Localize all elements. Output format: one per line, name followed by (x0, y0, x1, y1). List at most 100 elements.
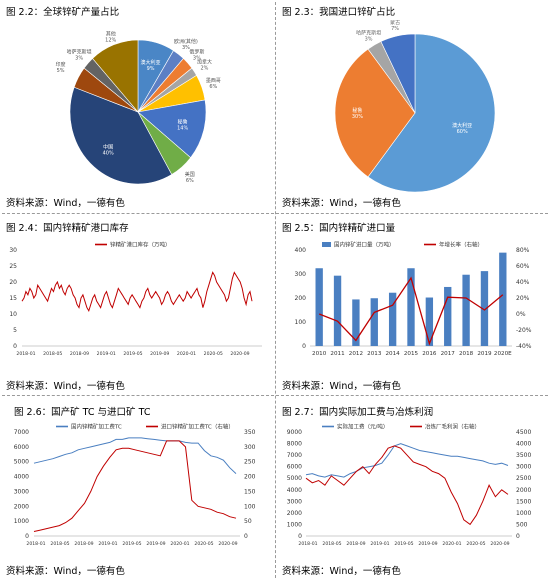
x-tick-label: 2018-01 (298, 541, 317, 547)
y2-tick-label: 250 (244, 459, 256, 466)
x-tick-label: 2019-05 (123, 351, 142, 357)
x-tick-label: 2020-01 (442, 541, 461, 547)
y-tick-label: 100 (295, 319, 307, 326)
pie-slice (334, 48, 416, 178)
slice-value: 14% (177, 126, 188, 132)
y2-tick-label: 40% (516, 279, 530, 286)
y-tick-label: 10 (9, 311, 17, 318)
slice-label: 哈萨克斯坦 (356, 29, 381, 36)
x-tick-label: 2016 (422, 351, 437, 357)
slice-value: 30% (352, 114, 363, 120)
line-chart: 0 5 10 15 20 25 30 锌精矿港口库存（万吨） 2018-01 2018-05 201… (9, 241, 262, 357)
y2-tick-label: 1500 (516, 498, 531, 505)
legend-label: 国内锌精矿加工费TC (71, 423, 122, 431)
y-tick-label: 0 (13, 343, 17, 350)
x-tick-label: 2010 (312, 351, 327, 357)
y2-tick-label: 4500 (516, 429, 531, 436)
y-tick-label: 9000 (287, 429, 302, 436)
slice-value: 3% (193, 55, 201, 61)
slice-label: 蒙古 (390, 20, 400, 26)
slice-value: 3% (75, 55, 83, 61)
legend-label: 国内锌矿进口量（万吨） (334, 241, 395, 249)
panel-title: 图 2.3：我国进口锌矿占比 (282, 7, 396, 18)
slice-value: 6% (209, 84, 217, 90)
y2-tick-label: 80% (516, 247, 530, 254)
panel-tc-comparison: 图 2.6：国产矿 TC 与进口矿 TC 0 1000 2000 3000 4000 50… (0, 396, 275, 580)
slice-value: 60% (457, 129, 468, 135)
x-tick-label: 2018 (459, 351, 474, 357)
panel-import-volume: 图 2.5：国内锌精矿进口量 0 100 200 300 400 -40% -20% 0% 20… (276, 214, 550, 395)
y-tick-label: 6000 (14, 444, 29, 451)
bar (388, 292, 397, 346)
slice-value: 12% (105, 38, 116, 44)
y2-tick-label: 2000 (516, 487, 531, 494)
slice-label: 秘鲁 (178, 119, 188, 126)
bar (370, 298, 378, 346)
y2-tick-label: 0 (516, 533, 520, 540)
y-tick-label: 0 (25, 533, 29, 540)
y-tick-label: 3000 (287, 498, 302, 505)
y-tick-label: 20 (9, 279, 17, 286)
x-tick-label: 2019 (477, 351, 492, 357)
growth-line (318, 276, 504, 346)
x-tick-label: 2011 (330, 351, 345, 357)
x-tick-label: 2020-05 (466, 541, 485, 547)
y2-tick-label: 350 (244, 429, 256, 436)
series-line (21, 271, 253, 313)
y2-tick-label: 60% (516, 263, 530, 270)
pie-chart: 澳大利亚9%欧洲(其他)3%俄罗斯3%加拿大2%墨西哥6%秘鲁14%美国6%中国… (56, 31, 221, 185)
bar (444, 286, 452, 346)
y-tick-label: 0 (302, 343, 306, 350)
y2-tick-label: -20% (516, 327, 532, 334)
x-tick-label: 2020-01 (170, 541, 189, 547)
y2-tick-label: 20% (516, 295, 530, 302)
y-tick-label: 6000 (287, 464, 302, 471)
y-tick-label: 2000 (14, 503, 29, 510)
slice-label: 哈萨克斯坦 (67, 48, 92, 55)
legend-label: 冶炼厂毛利润（右轴） (425, 423, 480, 431)
x-tick-label: 2020-09 (218, 541, 237, 547)
x-tick-label: 2020-09 (230, 351, 249, 357)
panel-china-import-share: 图 2.3：我国进口锌矿占比 澳大利亚 60% 秘鲁 30% 哈萨克斯坦 3% 蒙古 7% 资… (276, 0, 550, 213)
x-tick-label: 2020-05 (204, 351, 223, 357)
panel-source: 资料来源：Wind，一德有色 (6, 198, 125, 209)
panel-title: 图 2.4：国内锌精矿港口库存 (6, 223, 129, 234)
y-tick-label: 200 (295, 295, 307, 302)
bar (352, 299, 360, 346)
slice-label: 印度 (56, 61, 66, 68)
legend-label: 进口锌精矿加工费TC（右轴） (161, 423, 234, 431)
panel-port-inventory: 图 2.4：国内锌精矿港口库存 0 5 10 15 20 25 30 锌精矿港口库存（万吨） 2… (0, 214, 275, 395)
slice-label: 秘鲁 (352, 107, 362, 114)
dual-line-chart: 0 1000 2000 3000 4000 5000 6000 7000 0 50 100 150 20… (14, 423, 256, 548)
slice-value: 2% (200, 65, 208, 71)
y2-tick-label: 150 (244, 488, 256, 495)
x-tick-label: 2018-01 (16, 351, 35, 357)
y-tick-label: 25 (9, 263, 17, 270)
x-tick-label: 2018-09 (346, 541, 365, 547)
y-tick-label: 5 (13, 327, 17, 334)
y-tick-label: 1000 (287, 521, 302, 528)
x-tick-label: 2018-09 (70, 351, 89, 357)
x-tick-label: 2018-09 (74, 541, 93, 547)
bar (499, 252, 507, 346)
slice-value: 9% (147, 66, 155, 72)
x-tick-label: 2018-05 (43, 351, 62, 357)
y-tick-label: 5000 (287, 475, 302, 482)
slice-label: 澳大利亚 (452, 122, 472, 129)
y-tick-label: 5000 (14, 459, 29, 466)
panel-source: 资料来源：Wind，一德有色 (282, 198, 401, 209)
panel-source: 资料来源：Wind，一德有色 (6, 381, 125, 392)
x-tick-label: 2018-01 (26, 541, 45, 547)
x-tick-label: 2015 (404, 351, 419, 357)
bar (333, 275, 342, 346)
y-tick-label: 7000 (287, 452, 302, 459)
slice-value: 3% (182, 45, 190, 51)
y2-tick-label: 0% (516, 311, 526, 318)
bar (425, 297, 434, 346)
x-tick-label: 2018-05 (50, 541, 69, 547)
x-tick-label: 2018-05 (322, 541, 341, 547)
slice-label: 欧洲(其他) (174, 38, 198, 45)
pie-slice (367, 33, 496, 193)
